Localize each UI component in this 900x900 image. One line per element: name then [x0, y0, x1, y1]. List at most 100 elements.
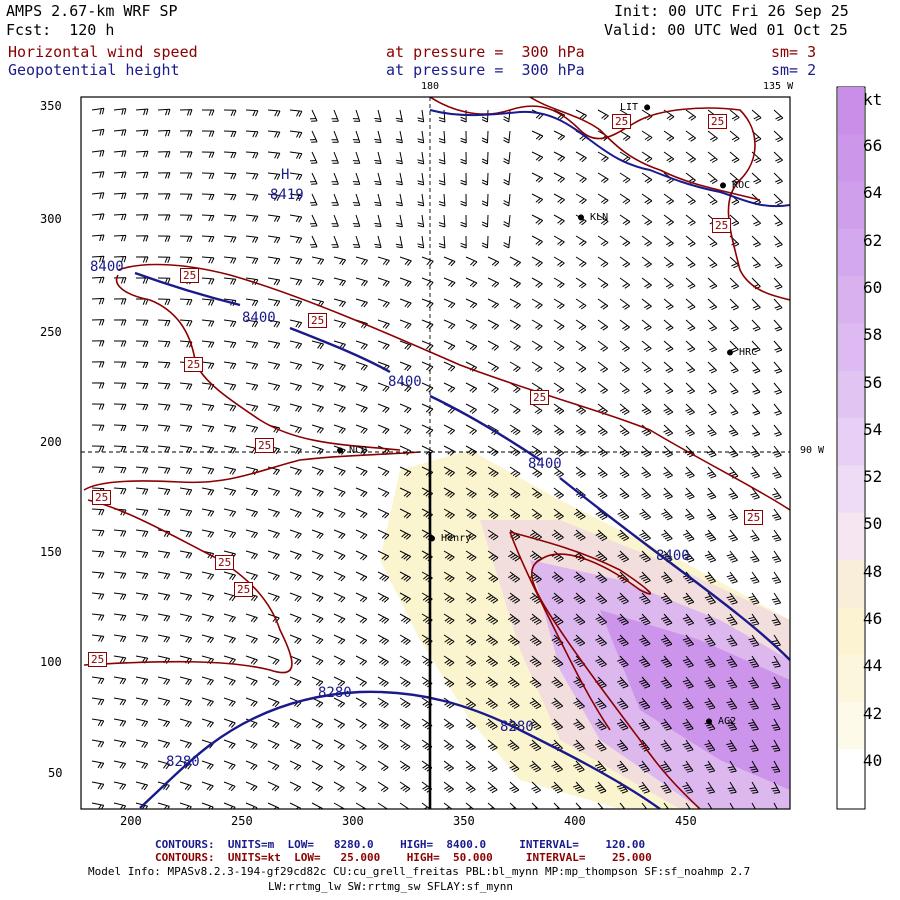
- wind-barb: [487, 319, 500, 330]
- wind-barb: [223, 130, 237, 138]
- wind-barb: [201, 466, 215, 475]
- wind-barb: [421, 256, 434, 267]
- wind-barb: [553, 340, 565, 352]
- colorbar-block: [838, 418, 864, 467]
- wind-barb: [355, 676, 367, 687]
- wind-barb: [460, 214, 467, 228]
- wind-barb: [311, 760, 324, 771]
- wind-barb: [573, 739, 585, 752]
- wind-barb: [749, 760, 759, 773]
- wind-barb: [529, 613, 542, 625]
- wind-barb: [355, 298, 368, 308]
- wind-barb: [157, 508, 171, 517]
- wind-barb: [399, 634, 411, 646]
- wind-barb: [352, 193, 361, 206]
- wind-barb: [443, 571, 455, 583]
- wind-barb: [773, 424, 782, 437]
- wind-barb: [729, 151, 740, 164]
- height-label: 8400: [242, 310, 276, 326]
- wind-barb: [113, 424, 127, 432]
- wind-barb: [751, 403, 761, 416]
- wind-barb: [465, 781, 476, 793]
- wind-barb: [531, 487, 543, 499]
- wind-barb: [245, 571, 258, 581]
- wind-barb: [773, 403, 782, 416]
- wind-barb: [661, 571, 673, 584]
- wind-barb: [443, 445, 456, 456]
- wind-barb: [663, 277, 674, 289]
- wind-barb: [331, 151, 339, 164]
- wind-barb: [685, 319, 696, 332]
- y-tick-350: 350: [40, 99, 62, 113]
- wind-barb: [352, 109, 361, 122]
- wind-barb: [641, 340, 652, 352]
- wind-barb: [771, 760, 781, 773]
- wind-barb: [487, 529, 499, 541]
- wind-barb: [487, 571, 499, 583]
- speed-contour-label: 25: [712, 218, 732, 233]
- wind-barb: [113, 634, 127, 643]
- wind-barb: [267, 109, 281, 117]
- wind-barb: [289, 655, 302, 666]
- wind-barb: [267, 193, 281, 202]
- wind-barb: [113, 361, 127, 368]
- wind-barb: [417, 193, 425, 207]
- wind-barb: [179, 676, 193, 686]
- wind-barb: [91, 361, 105, 368]
- wind-barb: [748, 676, 760, 689]
- wind-barb: [135, 508, 149, 516]
- wind-barb: [663, 256, 674, 268]
- model-info: Model Info: MPASv8.2.3-194-gf29cd82c CU:…: [88, 865, 751, 878]
- wind-barb: [135, 214, 149, 221]
- wind-barb: [617, 529, 630, 542]
- wind-barb: [682, 613, 695, 626]
- wind-barb: [465, 571, 477, 583]
- wind-barb: [597, 487, 608, 500]
- wind-barb: [729, 109, 740, 121]
- wind-barb: [113, 445, 127, 453]
- wind-barb: [399, 529, 412, 540]
- wind-barb: [223, 277, 237, 285]
- wind-barb: [704, 760, 716, 773]
- wind-barb: [421, 403, 434, 414]
- wind-barb: [704, 697, 716, 710]
- wind-barb: [267, 802, 280, 809]
- wind-barb: [553, 319, 565, 331]
- wind-barb: [595, 592, 608, 605]
- wind-barb: [751, 235, 761, 248]
- wind-barb: [685, 340, 696, 353]
- wind-barb: [157, 235, 171, 242]
- wind-barb: [201, 529, 215, 538]
- wind-barb: [748, 613, 760, 626]
- wind-barb: [135, 529, 149, 538]
- wind-barb: [707, 172, 718, 185]
- wind-barb: [551, 655, 564, 668]
- wind-barb: [399, 340, 412, 351]
- colorbar-tick-label: 54: [863, 419, 883, 439]
- wind-barb: [595, 634, 607, 647]
- wind-barb: [639, 529, 651, 542]
- valid-time: Valid: 00 UTC Wed 01 Oct 25: [604, 21, 848, 39]
- wind-barb: [355, 277, 368, 287]
- wind-barb: [267, 508, 280, 518]
- wind-barb: [619, 151, 631, 163]
- speed-contour-label: 25: [255, 438, 275, 453]
- wind-barb: [331, 193, 339, 206]
- wind-barb: [641, 193, 653, 205]
- station-henry: ● Henry: [429, 533, 472, 544]
- wind-barb: [289, 802, 302, 809]
- wind-barb: [223, 487, 237, 496]
- wind-barb: [355, 613, 368, 624]
- wind-barb: [465, 550, 477, 562]
- wind-barb: [399, 319, 412, 330]
- wind-barb: [641, 319, 652, 331]
- wind-barb: [704, 634, 716, 647]
- wind-barb: [638, 697, 651, 710]
- wind-barb: [619, 487, 630, 500]
- wind-barb: [595, 529, 608, 542]
- wind-barb: [91, 445, 105, 452]
- wind-barb: [443, 508, 455, 520]
- wind-barb: [507, 697, 520, 709]
- wind-barb: [465, 760, 476, 772]
- colorbar-tick-label: 66: [863, 136, 883, 155]
